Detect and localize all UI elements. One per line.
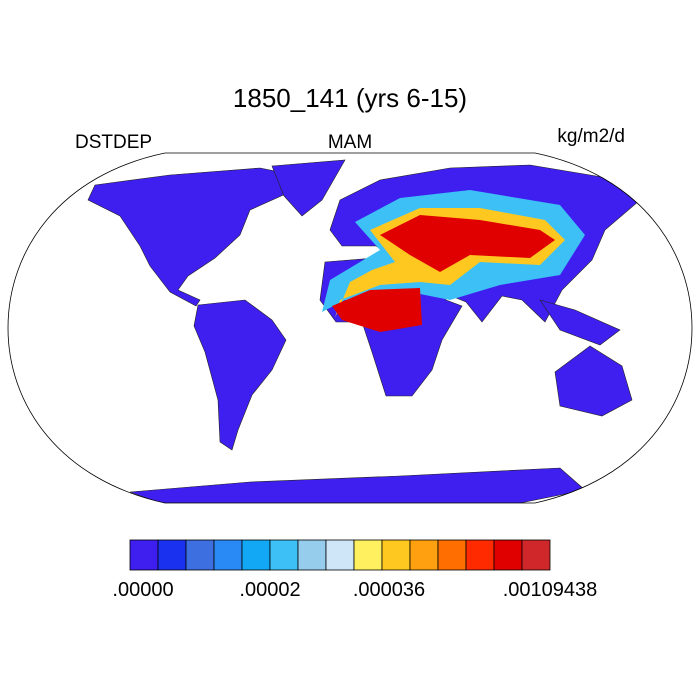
colorbar-label: .00002: [239, 579, 300, 601]
colorbar-swatch: [213, 539, 243, 571]
colorbar-swatch: [521, 539, 551, 571]
colorbar-swatch: [409, 539, 439, 571]
colorbar-swatch: [241, 539, 271, 571]
colorbar-swatch: [325, 539, 355, 571]
colorbar: .00000 .00002 .000036 .00109438: [112, 539, 598, 601]
colorbar-swatch: [157, 539, 187, 571]
colorbar-swatch: [129, 539, 159, 571]
title: 1850_141 (yrs 6-15): [233, 83, 467, 113]
dust-field: [322, 190, 585, 332]
units: kg/m2/d: [557, 126, 625, 147]
colorbar-swatch: [297, 539, 327, 571]
map: [7, 152, 693, 504]
center-string: MAM: [328, 132, 372, 153]
colorbar-label: .000036: [353, 579, 425, 601]
colorbar-swatch: [353, 539, 383, 571]
colorbar-label: .00000: [112, 579, 173, 601]
colorbar-swatch: [437, 539, 467, 571]
left-string: DSTDEP: [75, 132, 152, 153]
colorbar-swatch: [465, 539, 495, 571]
colorbar-swatch: [493, 539, 523, 571]
colorbar-swatch: [381, 539, 411, 571]
map-frame: [7, 152, 693, 504]
colorbar-label: .00109438: [503, 579, 598, 601]
colorbar-swatch: [269, 539, 299, 571]
colorbar-swatch: [185, 539, 215, 571]
